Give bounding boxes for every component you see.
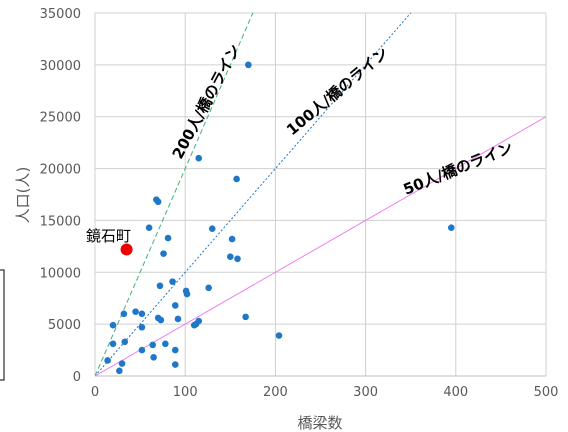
x-axis-title: 橋梁数 xyxy=(297,414,342,432)
x-tick-4: 400 xyxy=(443,385,468,400)
y-axis-title: 人口(人) xyxy=(14,167,32,224)
highlight-label: 鏡石町 xyxy=(86,227,131,245)
data-point xyxy=(169,278,176,285)
data-point xyxy=(138,323,146,331)
data-point xyxy=(228,235,236,243)
data-point xyxy=(145,224,153,231)
data-point xyxy=(208,225,216,233)
data-point xyxy=(138,346,146,354)
data-point xyxy=(171,302,179,309)
data-point xyxy=(157,316,165,324)
data-point xyxy=(183,290,191,298)
data-point xyxy=(234,255,241,263)
data-point xyxy=(162,340,169,348)
data-point xyxy=(275,332,283,339)
data-point xyxy=(156,282,164,290)
data-point xyxy=(227,253,234,261)
x-tick-3: 300 xyxy=(353,385,378,400)
data-point xyxy=(132,308,139,315)
x-tick-0: 0 xyxy=(91,385,99,400)
x-tick-1: 100 xyxy=(173,385,198,400)
data-point xyxy=(154,198,162,206)
data-point xyxy=(174,315,182,323)
data-point xyxy=(116,367,123,375)
data-points xyxy=(104,61,455,375)
y-tick-1: 5000 xyxy=(48,318,81,333)
data-point xyxy=(121,338,129,346)
data-point xyxy=(447,224,455,231)
data-point xyxy=(171,346,179,354)
data-point xyxy=(160,250,167,257)
data-point xyxy=(190,321,198,329)
data-point xyxy=(120,310,128,318)
x-tick-5: 500 xyxy=(534,385,559,400)
data-point xyxy=(150,354,157,361)
y-tick-7: 35000 xyxy=(40,7,81,22)
data-point xyxy=(233,175,240,183)
data-point xyxy=(242,313,249,321)
data-point xyxy=(109,321,117,329)
line-label-100: 100人/橋のライン xyxy=(283,44,392,139)
y-tick-3: 15000 xyxy=(40,214,81,229)
data-point xyxy=(164,234,172,242)
data-point xyxy=(195,154,203,162)
x-tick-2: 200 xyxy=(263,385,288,400)
tick-labels: 0 100 200 300 400 500050001000015000200002500… xyxy=(40,7,559,400)
data-point xyxy=(171,361,179,368)
reference-line-50 xyxy=(95,116,546,376)
data-point xyxy=(245,61,252,69)
data-point xyxy=(109,340,117,348)
partial-frame xyxy=(0,269,5,381)
line-label-200: 200人/橋のライン xyxy=(169,41,244,161)
y-tick-5: 25000 xyxy=(40,111,81,126)
data-point xyxy=(205,284,212,292)
y-tick-6: 30000 xyxy=(40,59,81,74)
highlight-point xyxy=(120,243,133,256)
data-point xyxy=(118,360,126,367)
data-point xyxy=(149,341,157,349)
data-point xyxy=(104,357,111,364)
labels: 200人/橋のライン 100人/橋のライン 50人/橋のライン 鏡石町 xyxy=(86,41,515,245)
y-tick-0: 0 xyxy=(73,370,81,385)
reference-line-200 xyxy=(95,13,254,376)
data-point xyxy=(138,310,146,318)
grid-lines xyxy=(94,12,547,377)
y-tick-4: 20000 xyxy=(40,163,81,178)
y-tick-2: 10000 xyxy=(40,266,81,281)
reference-lines xyxy=(95,13,546,376)
